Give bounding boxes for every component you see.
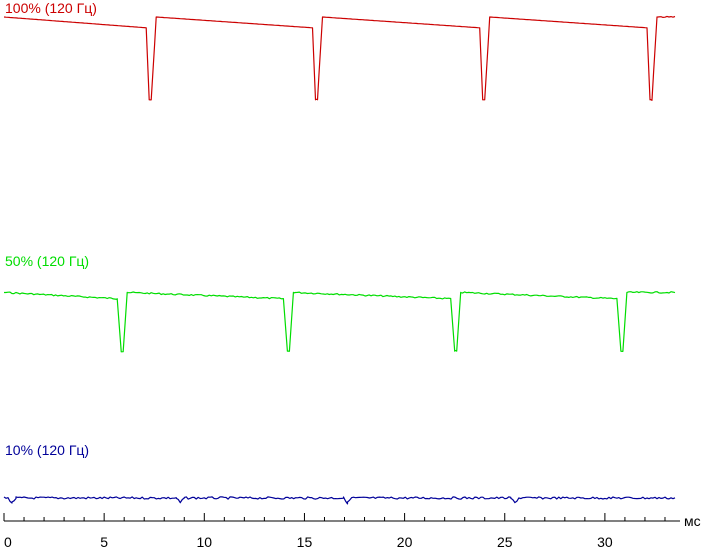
x-axis-tick-labels: 0 5 10 15 20 25 30 xyxy=(4,534,613,549)
x-axis: 0 5 10 15 20 25 30 мс xyxy=(3,513,701,549)
x-tick-label: 5 xyxy=(100,534,108,549)
x-axis-label: мс xyxy=(684,513,701,529)
series-line-0 xyxy=(3,15,676,101)
x-tick-label: 10 xyxy=(197,534,213,549)
series-labels: 100% (120 Гц) 50% (120 Гц) 10% (120 Гц) xyxy=(5,0,97,458)
series-label-10: 10% (120 Гц) xyxy=(5,442,89,458)
x-tick-label: 25 xyxy=(497,534,513,549)
x-tick-label: 20 xyxy=(397,534,413,549)
series-label-50: 50% (120 Гц) xyxy=(5,253,89,269)
series-line-1 xyxy=(4,291,676,353)
series-line-2 xyxy=(3,496,676,505)
x-tick-label: 15 xyxy=(297,534,313,549)
x-tick-label: 0 xyxy=(4,534,12,549)
traces xyxy=(3,15,676,505)
x-tick-label: 30 xyxy=(597,534,613,549)
series-label-100: 100% (120 Гц) xyxy=(5,0,97,16)
x-axis-ticks xyxy=(3,513,666,521)
